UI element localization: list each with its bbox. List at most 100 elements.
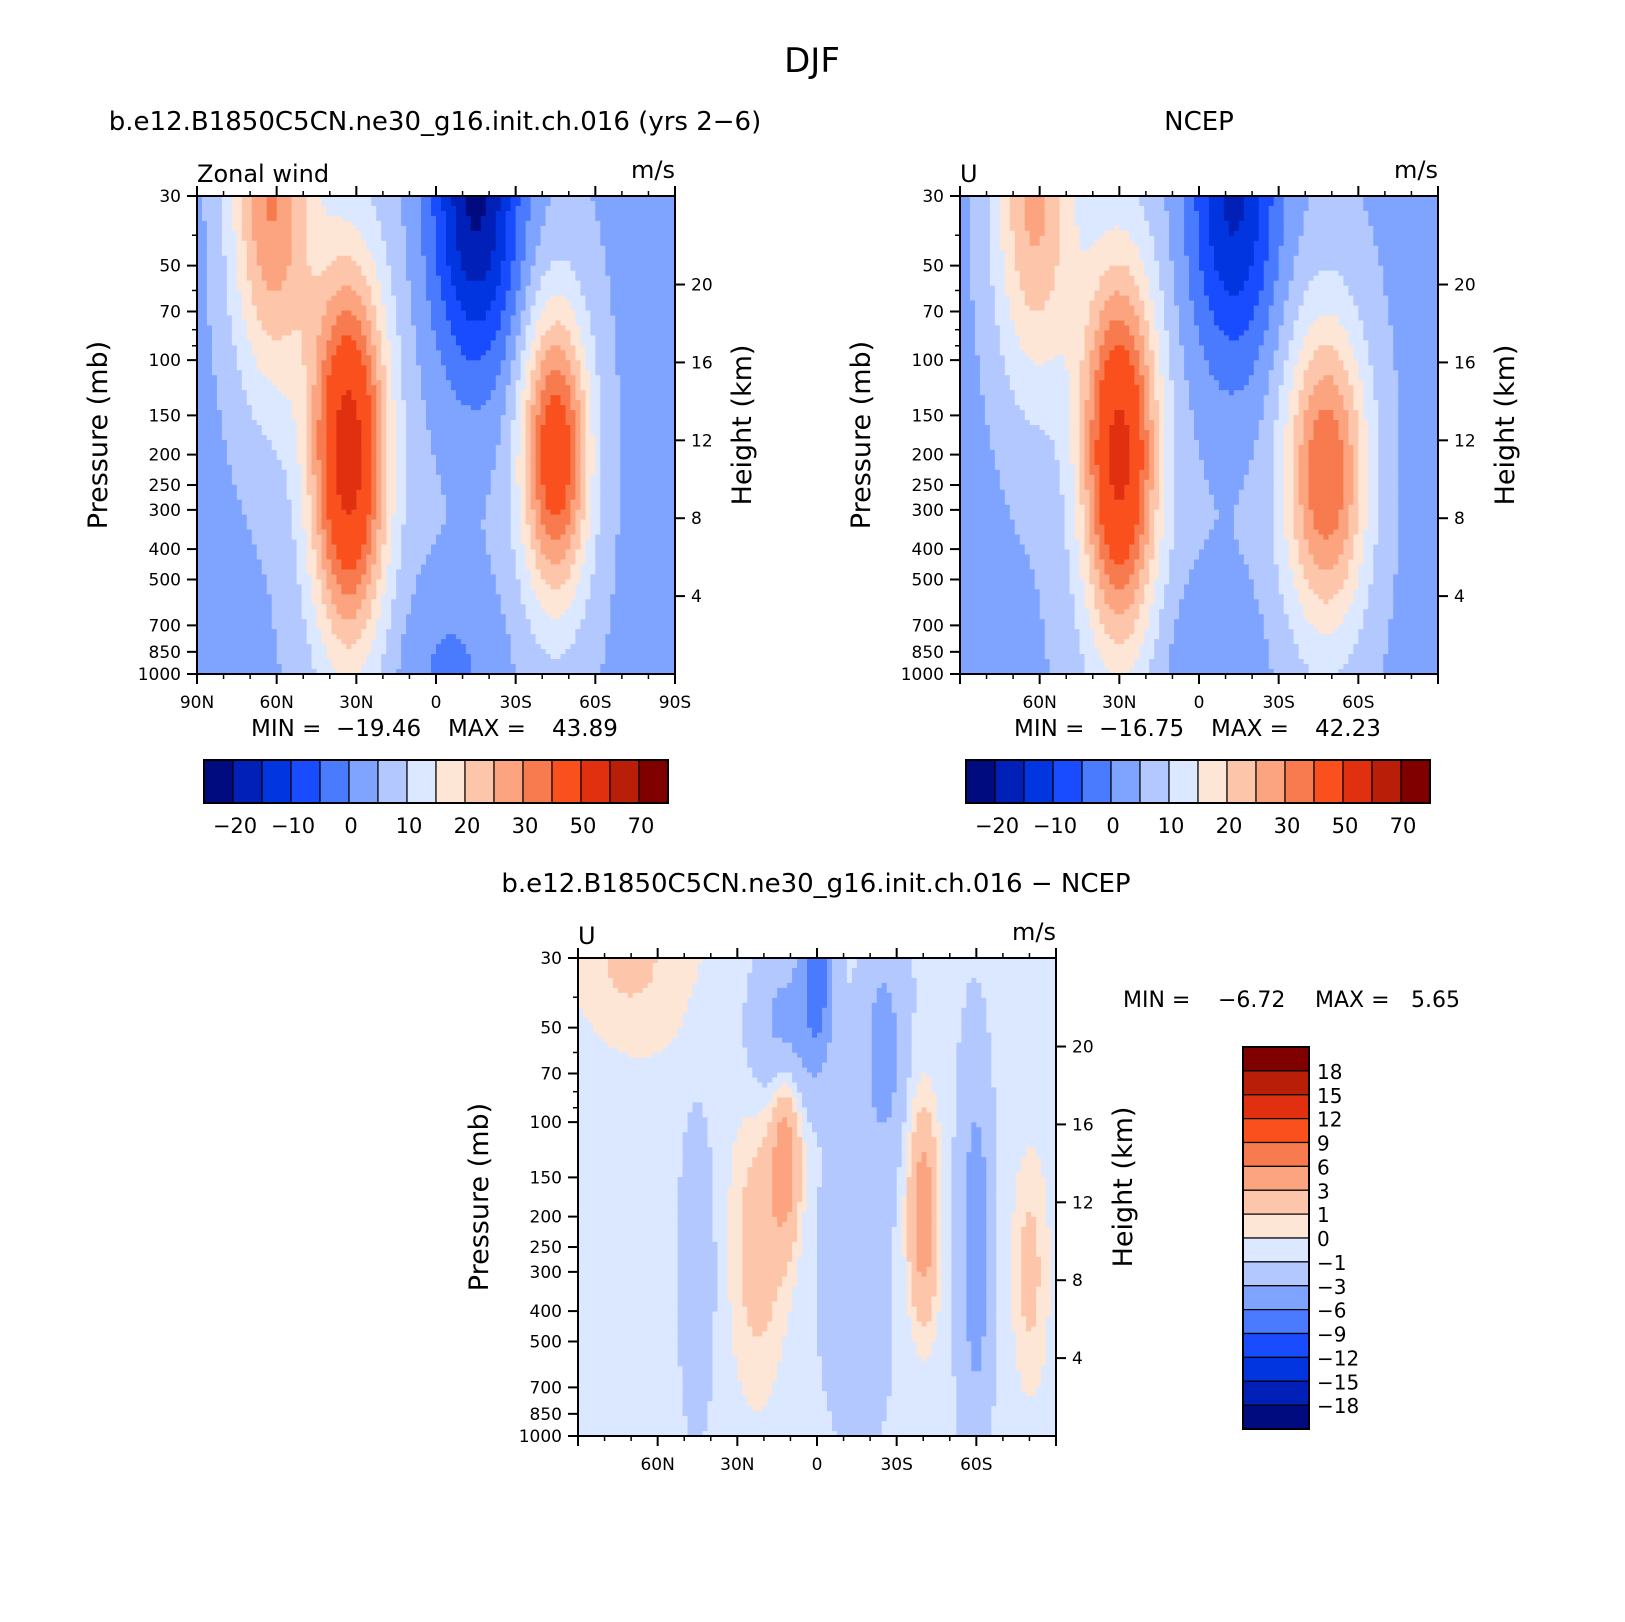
contour-cell (236, 444, 243, 451)
contour-cell (316, 425, 323, 431)
contour-cell (615, 230, 621, 237)
contour-cell (246, 345, 253, 351)
contour-cell (620, 355, 626, 361)
contour-cell (615, 295, 621, 302)
contour-cell (515, 449, 522, 456)
contour-cell (371, 375, 377, 381)
contour-cell (301, 410, 308, 416)
contour-cell (525, 295, 532, 302)
contour-cell (231, 449, 238, 456)
contour-cell (525, 400, 532, 406)
contour-cell (560, 370, 567, 376)
contour-cell (406, 265, 412, 272)
contour-cell (321, 285, 328, 292)
contour-cell (251, 430, 258, 436)
contour-cell (306, 305, 313, 312)
contour-cell (575, 370, 581, 376)
contour-cell (535, 315, 542, 322)
contour-cell (246, 325, 253, 332)
contour-cell (455, 200, 462, 207)
contour-cell (650, 215, 656, 222)
contour-cell (281, 375, 288, 381)
contour-cell (326, 290, 333, 297)
contour-cell (311, 380, 318, 386)
contour-cell (206, 215, 213, 222)
contour-cell (326, 439, 333, 446)
contour-cell (530, 310, 537, 317)
contour-cell (201, 430, 208, 436)
contour-cell (261, 449, 268, 456)
contour-cell (341, 405, 347, 411)
contour-cell (440, 420, 447, 426)
contour-cell (206, 345, 213, 351)
contour-cell (445, 330, 452, 337)
contour-cell (351, 320, 357, 327)
contour-cell (246, 270, 253, 277)
contour-cell (226, 320, 233, 327)
contour-cell (630, 360, 636, 366)
contour-cell (610, 305, 616, 312)
contour-cell (431, 430, 437, 436)
contour-cell (406, 415, 412, 421)
contour-cell (555, 235, 562, 242)
contour-cell (256, 235, 263, 242)
contour-cell (460, 420, 467, 426)
contour-cell (650, 415, 656, 421)
contour-cell (421, 320, 427, 327)
contour-cell (510, 230, 517, 237)
contour-cell (316, 310, 323, 317)
contour-cell (266, 350, 273, 356)
contour-cell (261, 360, 268, 366)
contour-cell (450, 360, 457, 366)
contour-cell (485, 444, 492, 451)
contour-cell (366, 395, 372, 401)
contour-cell (600, 410, 606, 416)
contour-cell (336, 325, 342, 332)
contour-cell (655, 420, 661, 426)
contour-cell (341, 449, 347, 456)
contour-cell (366, 215, 372, 222)
contour-cell (226, 225, 233, 232)
contour-cell (226, 449, 233, 456)
contour-cell (241, 365, 248, 371)
contour-cell (670, 444, 676, 451)
contour-cell (391, 400, 397, 406)
contour-cell (670, 235, 676, 242)
contour-cell (286, 345, 293, 351)
contour-cell (366, 235, 372, 242)
contour-cell (381, 305, 387, 312)
contour-cell (640, 449, 646, 456)
contour-cell (251, 230, 258, 237)
contour-cell (670, 275, 676, 282)
contour-cell (251, 245, 258, 252)
contour-cell (201, 250, 208, 257)
contour-cell (635, 215, 641, 222)
contour-cell (241, 444, 248, 451)
contour-cell (625, 315, 631, 322)
contour-cell (236, 415, 243, 421)
contour-cell (226, 265, 233, 272)
contour-cell (321, 305, 328, 312)
contour-cell (485, 260, 492, 267)
contour-cell (645, 370, 651, 376)
contour-cell (465, 270, 472, 277)
contour-cell (660, 449, 666, 456)
contour-cell (570, 345, 577, 351)
contour-cell (401, 200, 407, 207)
contour-cell (356, 200, 362, 207)
contour-cell (206, 210, 213, 217)
contour-cell (341, 275, 347, 282)
contour-cell (391, 200, 397, 207)
contour-cell (480, 220, 487, 227)
contour-cell (520, 280, 527, 287)
contour-cell (555, 310, 562, 317)
contour-cell (565, 265, 572, 272)
contour-cell (306, 255, 313, 262)
contour-cell (346, 320, 352, 327)
contour-cell (565, 400, 572, 406)
contour-cell (206, 439, 213, 446)
contour-cell (505, 210, 512, 217)
contour-cell (266, 415, 273, 421)
contour-cell (535, 320, 542, 327)
contour-cell (485, 415, 492, 421)
